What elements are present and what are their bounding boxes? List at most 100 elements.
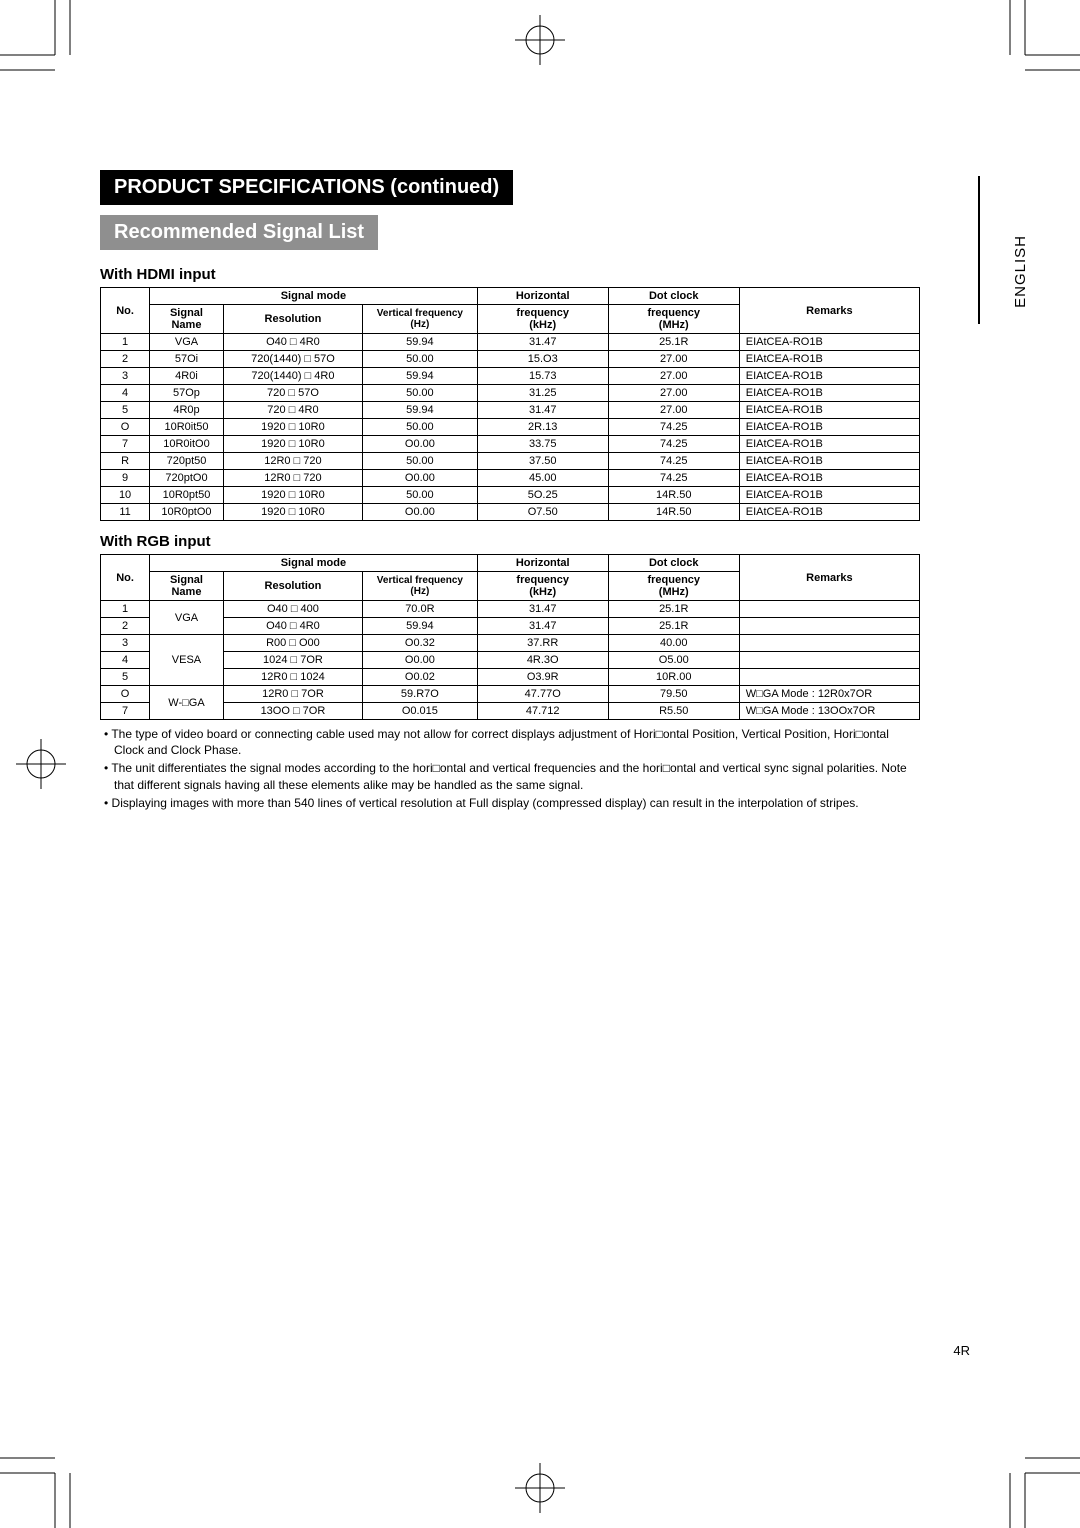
cell-name: VGA: [150, 334, 224, 351]
cell-dclk: 14R.50: [608, 487, 739, 504]
th-resolution: Resolution: [223, 305, 362, 334]
table-row: 1VGAO40 □ 4R059.9431.4725.1REIAtCEA-RO1B: [101, 334, 920, 351]
cell-dclk: 10R.00: [608, 669, 739, 686]
cell-res: 720(1440) □ 57O: [223, 351, 362, 368]
cell-remarks: EIAtCEA-RO1B: [739, 385, 919, 402]
cell-dclk: R5.50: [608, 703, 739, 720]
cell-no: 10: [101, 487, 150, 504]
table-row: 54R0p720 □ 4R059.9431.4727.00EIAtCEA-RO1…: [101, 402, 920, 419]
table-row: 710R0itO01920 □ 10R0O0.0033.7574.25EIAtC…: [101, 436, 920, 453]
th-signal-name: Signal Name: [150, 572, 224, 601]
cell-no: 4: [101, 652, 150, 669]
cell-res: 1920 □ 10R0: [223, 419, 362, 436]
cell-dclk: 14R.50: [608, 504, 739, 521]
th-vfreq: Vertical frequency (Hz): [363, 572, 478, 601]
cell-vfreq: O0.00: [363, 504, 478, 521]
table-row: OW-□GA12R0 □ 7OR59.R7O47.77O79.50W□GA Mo…: [101, 686, 920, 703]
th-no: No.: [101, 288, 150, 334]
cell-res: 12R0 □ 720: [223, 453, 362, 470]
cell-hfreq: 31.47: [477, 334, 608, 351]
cell-remarks: [739, 652, 919, 669]
cell-dclk: 25.1R: [608, 601, 739, 618]
note-item: The type of video board or connecting ca…: [100, 726, 920, 758]
hdmi-table: No.Signal modeHorizontalDot clockRemarks…: [100, 287, 920, 521]
cell-no: 2: [101, 618, 150, 635]
table-row: 1110R0ptO01920 □ 10R0O0.00O7.5014R.50EIA…: [101, 504, 920, 521]
cell-name: 4R0i: [150, 368, 224, 385]
cell-remarks: EIAtCEA-RO1B: [739, 351, 919, 368]
cell-vfreq: 59.94: [363, 334, 478, 351]
cell-hfreq: 33.75: [477, 436, 608, 453]
cell-hfreq: 15.O3: [477, 351, 608, 368]
rgb-title: With RGB input: [100, 533, 920, 550]
table-row: 512R0 □ 1024O0.02O3.9R10R.00: [101, 669, 920, 686]
cell-remarks: EIAtCEA-RO1B: [739, 368, 919, 385]
cell-res: 1920 □ 10R0: [223, 436, 362, 453]
notes-list: The type of video board or connecting ca…: [100, 726, 920, 811]
cell-dclk: 27.00: [608, 368, 739, 385]
cell-res: 1920 □ 10R0: [223, 504, 362, 521]
section-heading-black: PRODUCT SPECIFICATIONS (continued): [100, 170, 513, 205]
cell-hfreq: 37.50: [477, 453, 608, 470]
cell-name: 720pt50: [150, 453, 224, 470]
th-signal-name: Signal Name: [150, 305, 224, 334]
cell-vfreq: 50.00: [363, 487, 478, 504]
vertical-divider: [978, 176, 980, 324]
cell-name: 4R0p: [150, 402, 224, 419]
cell-vfreq: 50.00: [363, 351, 478, 368]
cell-no: O: [101, 686, 150, 703]
cell-res: 1024 □ 7OR: [223, 652, 362, 669]
cell-dclk: 25.1R: [608, 334, 739, 351]
cell-vfreq: 50.00: [363, 419, 478, 436]
cell-name: W-□GA: [150, 686, 224, 720]
table-row: 713OO □ 7ORO0.01547.712R5.50W□GA Mode : …: [101, 703, 920, 720]
cell-name: 10R0itO0: [150, 436, 224, 453]
th-dclk2: frequency(MHz): [608, 305, 739, 334]
cell-hfreq: 31.25: [477, 385, 608, 402]
cell-name: 57Oi: [150, 351, 224, 368]
cell-remarks: EIAtCEA-RO1B: [739, 487, 919, 504]
cell-dclk: 27.00: [608, 351, 739, 368]
cell-remarks: EIAtCEA-RO1B: [739, 453, 919, 470]
cell-no: O: [101, 419, 150, 436]
th-resolution: Resolution: [223, 572, 362, 601]
cell-remarks: EIAtCEA-RO1B: [739, 334, 919, 351]
cell-res: 720(1440) □ 4R0: [223, 368, 362, 385]
cell-dclk: 74.25: [608, 470, 739, 487]
cell-vfreq: O0.32: [363, 635, 478, 652]
cell-hfreq: 5O.25: [477, 487, 608, 504]
th-remarks: Remarks: [739, 555, 919, 601]
cell-remarks: EIAtCEA-RO1B: [739, 419, 919, 436]
cell-no: 2: [101, 351, 150, 368]
th-hfreq2: frequency(kHz): [477, 305, 608, 334]
cell-remarks: EIAtCEA-RO1B: [739, 504, 919, 521]
cell-vfreq: O0.00: [363, 436, 478, 453]
page: ENGLISH PRODUCT SPECIFICATIONS (continue…: [0, 0, 1080, 1528]
cell-hfreq: 37.RR: [477, 635, 608, 652]
cell-res: O40 □ 400: [223, 601, 362, 618]
cell-hfreq: 47.77O: [477, 686, 608, 703]
th-dclk: Dot clock: [608, 288, 739, 305]
cell-dclk: 40.00: [608, 635, 739, 652]
cell-no: R: [101, 453, 150, 470]
language-label: ENGLISH: [1012, 235, 1029, 308]
th-vfreq: Vertical frequency (Hz): [363, 305, 478, 334]
cell-no: 5: [101, 402, 150, 419]
cell-vfreq: 59.94: [363, 402, 478, 419]
cell-no: 9: [101, 470, 150, 487]
cell-remarks: W□GA Mode : 12R0x7OR: [739, 686, 919, 703]
th-no: No.: [101, 555, 150, 601]
cell-res: 12R0 □ 720: [223, 470, 362, 487]
cell-hfreq: O7.50: [477, 504, 608, 521]
cell-name: VGA: [150, 601, 224, 635]
th-signal-mode: Signal mode: [150, 555, 478, 572]
th-hfreq: Horizontal: [477, 288, 608, 305]
cell-no: 7: [101, 436, 150, 453]
cell-dclk: O5.00: [608, 652, 739, 669]
cell-no: 1: [101, 334, 150, 351]
cell-vfreq: O0.015: [363, 703, 478, 720]
cell-res: 720 □ 57O: [223, 385, 362, 402]
cell-hfreq: 31.47: [477, 601, 608, 618]
cell-dclk: 79.50: [608, 686, 739, 703]
th-remarks: Remarks: [739, 288, 919, 334]
